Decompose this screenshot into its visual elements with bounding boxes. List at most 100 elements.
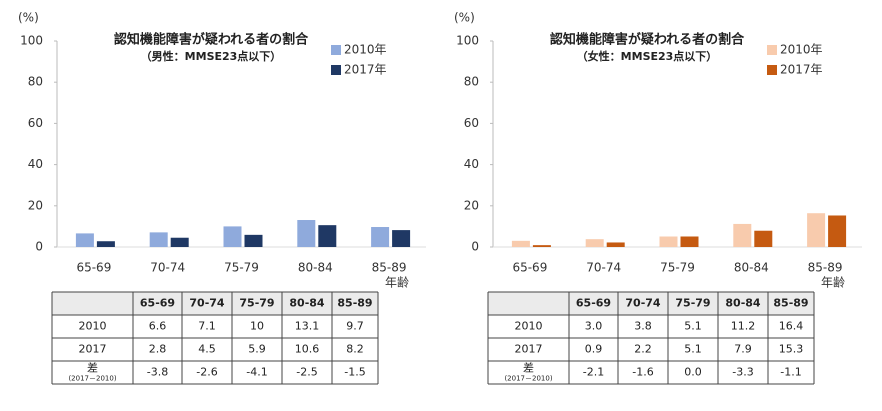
table-cell: -3.8	[147, 366, 168, 379]
bar	[733, 223, 752, 247]
table-cell: 5.1	[684, 343, 702, 356]
table-header: 80-84	[289, 297, 325, 310]
table-cell: -2.6	[196, 366, 217, 379]
table-cell: 5.9	[248, 343, 266, 356]
table-cell: 8.2	[346, 343, 364, 356]
bar	[511, 240, 530, 247]
table-cell: 7.1	[198, 320, 216, 333]
table-cell: 6.6	[149, 320, 167, 333]
table-cell: -2.1	[583, 366, 604, 379]
x-tick-label: 75-79	[224, 261, 259, 275]
y-tick-label: 20	[28, 198, 43, 212]
y-tick-label: 100	[20, 34, 43, 48]
table-header: 85-89	[337, 297, 372, 310]
x-axis-label: 年齢	[385, 275, 409, 290]
table-cell: -1.1	[780, 366, 801, 379]
table-header: 65-69	[140, 297, 175, 310]
y-tick-label: 80	[464, 75, 479, 89]
y-tick-label: 40	[464, 157, 479, 171]
row-label: 2017	[79, 343, 107, 356]
bar	[96, 241, 115, 247]
table-cell: -4.1	[246, 366, 267, 379]
table-header: 70-74	[625, 297, 661, 310]
row-label: 差	[87, 361, 98, 375]
x-tick-label: 80-84	[734, 261, 769, 275]
bar	[754, 230, 773, 247]
y-unit: (%)	[18, 11, 39, 25]
x-tick-label: 75-79	[660, 261, 695, 275]
table-header: 70-74	[189, 297, 225, 310]
row-sublabel: (2017－2010)	[504, 375, 552, 383]
bar	[371, 227, 390, 247]
legend-swatch	[331, 65, 341, 75]
y-tick-label: 100	[456, 34, 479, 48]
table-cell: 0.0	[684, 366, 702, 379]
y-tick-label: 60	[464, 116, 479, 130]
legend-label: 2010年	[344, 43, 387, 57]
y-unit: (%)	[454, 11, 475, 25]
table-cell: -1.5	[344, 366, 365, 379]
table-cell: 0.9	[585, 343, 603, 356]
chart-title: 認知機能障害が疑われる者の割合	[550, 32, 745, 48]
legend-label: 2017年	[780, 63, 823, 77]
table-header: 75-79	[239, 297, 274, 310]
legend-swatch	[767, 65, 777, 75]
y-tick-label: 0	[35, 240, 43, 254]
legend-swatch	[331, 45, 341, 55]
table-cell: -3.3	[732, 366, 753, 379]
bar	[606, 242, 625, 247]
bar	[585, 239, 604, 247]
bar	[244, 234, 263, 247]
table-cell: 10	[250, 320, 264, 333]
y-tick-label: 60	[28, 116, 43, 130]
row-label: 差	[523, 361, 534, 375]
legend-label: 2010年	[780, 43, 823, 57]
legend-swatch	[767, 45, 777, 55]
bar	[532, 245, 551, 247]
row-label: 2010	[79, 320, 107, 333]
x-tick-label: 65-69	[512, 261, 547, 275]
table-cell: 4.5	[198, 343, 216, 356]
bar	[807, 213, 826, 247]
table-header: 85-89	[773, 297, 808, 310]
table-cell: 3.8	[634, 320, 652, 333]
table-cell: 10.6	[295, 343, 320, 356]
x-tick-label: 65-69	[76, 261, 111, 275]
x-tick-label: 85-89	[372, 261, 407, 275]
chart-title: 認知機能障害が疑われる者の割合	[114, 32, 309, 48]
bar	[318, 225, 337, 247]
bar	[223, 226, 242, 247]
table-header: 80-84	[725, 297, 761, 310]
table-cell: -1.6	[632, 366, 653, 379]
bar	[828, 215, 847, 247]
bar	[392, 230, 411, 247]
legend-label: 2017年	[344, 63, 387, 77]
row-sublabel: (2017－2010)	[68, 375, 116, 383]
table-cell: 2.8	[149, 343, 167, 356]
bar	[149, 232, 168, 247]
table-header: 65-69	[576, 297, 611, 310]
table-cell: 13.1	[295, 320, 320, 333]
table-cell: 3.0	[585, 320, 603, 333]
y-tick-label: 80	[28, 75, 43, 89]
row-label: 2010	[515, 320, 543, 333]
table-cell: 2.2	[634, 343, 652, 356]
table-cell: 5.1	[684, 320, 702, 333]
bar	[297, 220, 316, 247]
x-axis-label: 年齢	[821, 275, 845, 290]
chart-subtitle: （女性：MMSE23点以下）	[577, 49, 718, 63]
x-tick-label: 80-84	[298, 261, 333, 275]
y-tick-label: 20	[464, 198, 479, 212]
table-cell: 15.3	[779, 343, 804, 356]
y-tick-label: 0	[471, 240, 479, 254]
bar	[75, 233, 94, 247]
table-cell: 11.2	[731, 320, 756, 333]
table-cell: 7.9	[734, 343, 752, 356]
table-cell: -2.5	[296, 366, 317, 379]
table-cell: 16.4	[779, 320, 804, 333]
bar	[680, 236, 699, 247]
table-cell: 9.7	[346, 320, 364, 333]
x-tick-label: 70-74	[150, 261, 185, 275]
bar	[170, 237, 189, 247]
